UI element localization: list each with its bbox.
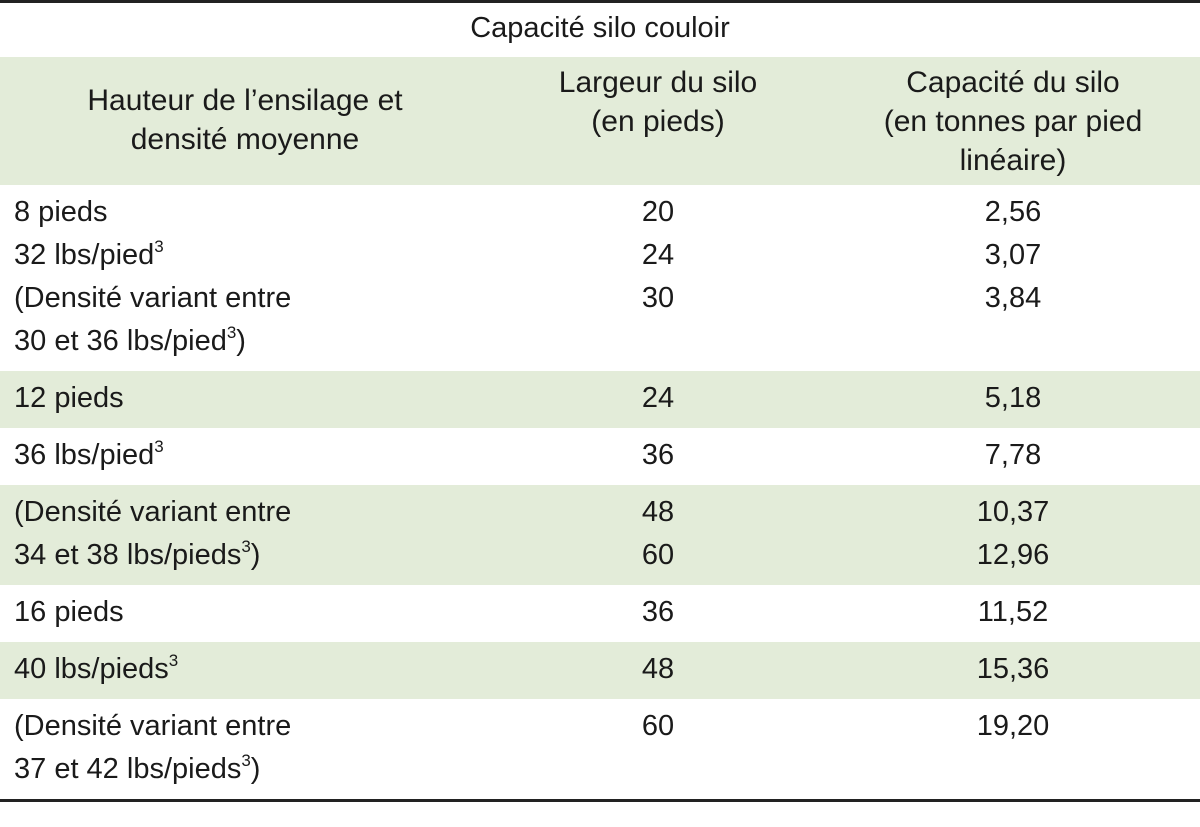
table-cell: 36 lbs/pied3 [0,434,490,477]
table-cell: 12 pieds [0,377,490,420]
superscript: 3 [226,323,237,342]
header-cell: Largeur du silo (en pieds) [490,59,826,141]
cell-line: 2,56 [984,196,1042,228]
header-cell: Hauteur de l’ensilage et densité moyenne [0,59,490,159]
table-cell: 48 [490,648,826,691]
table-cell: 5,18 [826,377,1200,420]
header-row: Hauteur de l’ensilage et densité moyenne L… [0,57,1200,185]
cell-line: 24 [641,239,675,271]
cell-line: 3,07 [984,239,1042,271]
cell-line: 12,96 [976,539,1050,571]
cell-text: ) [236,325,246,357]
table-row: (Densité variant entre 34 et 38 lbs/pieds… [0,485,1200,585]
cell-text: 36 lbs/pied [14,439,155,471]
cell-line: 15,36 [976,653,1050,685]
cell-line: (en pieds) [591,105,725,138]
cell-line: 37 et 42 lbs/pieds3) [14,748,490,791]
cell-line: 48 [641,496,675,528]
table-cell: 24 [490,377,826,420]
cell-text: 34 et 38 lbs/pieds [14,539,242,571]
cell-line: Largeur du silo [558,66,758,99]
header-cell: Capacité du silo (en tonnes par pied linéa… [826,59,1200,180]
cell-text: 37 et 42 lbs/pieds [14,753,242,785]
table-cell: 36 [490,434,826,477]
table-cell: 15,36 [826,648,1200,691]
cell-line: 48 [641,653,675,685]
cell-line: 11,52 [977,596,1049,628]
table-cell: 7,78 [826,434,1200,477]
superscript: 3 [154,437,164,456]
cell-line: 30 [641,282,675,314]
table-title: Capacité silo couloir [0,0,1200,57]
cell-line: 36 lbs/pied3 [14,434,490,477]
table-cell: (Densité variant entre 37 et 42 lbs/pieds… [0,705,490,791]
table-row: 36 lbs/pied3 36 7,78 [0,428,1200,485]
table-row: 40 lbs/pieds3 48 15,36 [0,642,1200,699]
table-cell: 48 60 [490,491,826,577]
table-cell: 16 pieds [0,591,490,634]
cell-line: 60 [641,710,675,742]
table-cell: (Densité variant entre 34 et 38 lbs/pieds… [0,491,490,577]
table-cell: 8 pieds 32 lbs/pied3 (Densité variant entr… [0,191,490,363]
table-cell: 40 lbs/pieds3 [0,648,490,691]
superscript: 3 [154,237,164,256]
cell-line: 5,18 [984,382,1042,414]
cell-line: Capacité du silo [906,66,1120,99]
cell-line: 40 lbs/pieds3 [14,648,490,691]
cell-line: densité moyenne [130,123,360,156]
cell-line: (en tonnes par pied [883,105,1143,138]
table-cell: 20 24 30 [490,191,826,363]
cell-line: 36 [641,596,675,628]
cell-line: 20 [641,196,675,228]
table-row: 8 pieds 32 lbs/pied3 (Densité variant entr… [0,185,1200,371]
cell-line: (Densité variant entre [14,496,292,528]
table-row: 12 pieds 24 5,18 [0,371,1200,428]
cell-line: 60 [641,539,675,571]
table-row: 16 pieds 36 11,52 [0,585,1200,642]
cell-line: 10,37 [976,496,1050,528]
table-cell: 19,20 [826,705,1200,791]
cell-line: 7,78 [984,439,1042,471]
cell-line: Hauteur de l’ensilage et [87,84,403,117]
table-cell: 10,37 12,96 [826,491,1200,577]
table-cell: 60 [490,705,826,791]
cell-text: 40 lbs/pieds [14,653,169,685]
cell-text: ) [250,753,261,785]
cell-line: 19,20 [976,710,1050,742]
cell-text: ) [250,539,261,571]
cell-line: 30 et 36 lbs/pied3) [14,320,490,363]
table-cell: 11,52 [826,591,1200,634]
cell-text: 30 et 36 lbs/pied [14,325,227,357]
cell-line: (Densité variant entre [14,282,292,314]
table-cell: 36 [490,591,826,634]
table-body: 8 pieds 32 lbs/pied3 (Densité variant entr… [0,185,1200,802]
table-cell: 2,56 3,07 3,84 [826,191,1200,363]
table-row: (Densité variant entre 37 et 42 lbs/pieds… [0,699,1200,799]
cell-text: 32 lbs/pied [14,239,155,271]
cell-line: linéaire) [959,144,1067,177]
superscript: 3 [241,751,251,770]
cell-line: 16 pieds [14,596,124,628]
superscript: 3 [168,651,179,670]
cell-line: 32 lbs/pied3 [14,234,490,277]
cell-line: 8 pieds [14,196,108,228]
cell-line: 12 pieds [14,382,124,414]
cell-line: (Densité variant entre [14,710,292,742]
cell-line: 24 [641,382,675,414]
cell-line: 3,84 [984,282,1042,314]
cell-line: 36 [641,439,675,471]
superscript: 3 [241,537,251,556]
cell-line: 34 et 38 lbs/pieds3) [14,534,490,577]
